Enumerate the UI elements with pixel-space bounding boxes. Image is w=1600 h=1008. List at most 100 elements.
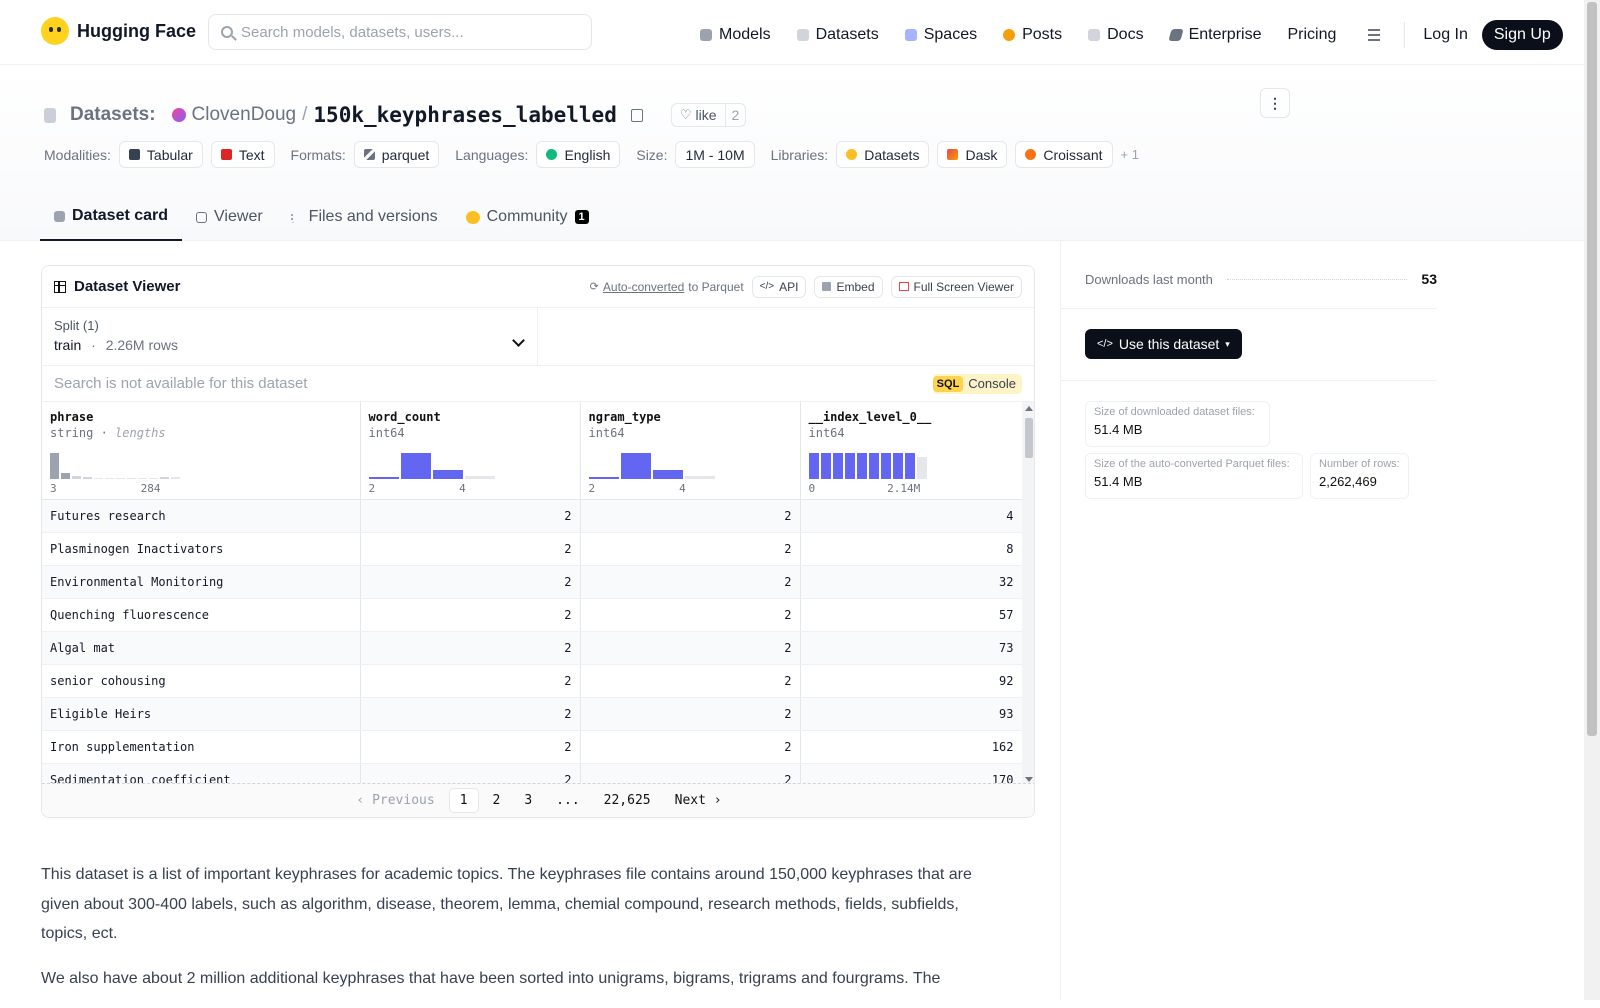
nav-spaces[interactable]: Spaces <box>904 26 977 44</box>
embed-button[interactable]: Embed <box>814 275 883 298</box>
page-scroll-thumb[interactable] <box>1587 2 1597 736</box>
cell-ngram-type[interactable]: 2 <box>580 532 801 566</box>
cell-word-count[interactable]: 2 <box>360 631 581 665</box>
more-menu-icon[interactable] <box>1362 29 1381 41</box>
use-dataset-button[interactable]: </> Use this dataset ▾ <box>1085 329 1242 359</box>
cell-word-count[interactable]: 2 <box>360 532 581 566</box>
nav-enterprise[interactable]: Enterprise <box>1167 26 1261 44</box>
owner-link[interactable]: ClovenDoug <box>191 104 297 125</box>
auto-converted-link[interactable]: Auto-converted <box>602 279 685 294</box>
cell-ngram-type[interactable]: 2 <box>580 631 801 665</box>
like-count[interactable]: 2 <box>731 107 740 123</box>
more-libraries[interactable]: + 1 <box>1120 147 1139 162</box>
table-row[interactable]: Quenching fluorescence 2 2 57 <box>42 598 1022 632</box>
cell-word-count[interactable]: 2 <box>360 598 581 632</box>
cell-index[interactable]: 93 <box>800 697 1022 731</box>
cell-word-count[interactable]: 2 <box>360 763 581 786</box>
like-button[interactable]: ♡ like 2 <box>670 103 747 127</box>
cell-phrase[interactable]: Futures research <box>42 499 361 533</box>
pagination-previous[interactable]: ‹ Previous <box>356 793 435 808</box>
signup-button[interactable]: Sign Up <box>1481 20 1563 50</box>
nav-datasets[interactable]: Datasets <box>796 26 879 44</box>
cell-word-count[interactable]: 2 <box>360 730 581 764</box>
owner-avatar[interactable] <box>171 108 186 122</box>
tab-dataset-card[interactable]: Dataset card <box>40 193 183 241</box>
cell-phrase[interactable]: Quenching fluorescence <box>42 598 361 632</box>
tag-text[interactable]: Text <box>210 141 275 168</box>
cell-word-count[interactable]: 2 <box>360 664 581 698</box>
cell-index[interactable]: 92 <box>800 664 1022 698</box>
cell-word-count[interactable]: 2 <box>360 697 581 731</box>
nav-models[interactable]: Models <box>700 26 771 44</box>
cell-index[interactable]: 8 <box>800 532 1022 566</box>
cell-ngram-type[interactable]: 2 <box>580 763 801 786</box>
cell-word-count[interactable]: 2 <box>360 499 581 533</box>
api-button[interactable]: </> API <box>751 275 807 298</box>
scroll-up-icon[interactable] <box>1025 406 1033 411</box>
tab-viewer[interactable]: Viewer <box>182 193 277 241</box>
table-row[interactable]: Eligible Heirs 2 2 93 <box>42 697 1022 731</box>
pagination-next[interactable]: Next › <box>674 793 722 808</box>
pagination-page[interactable]: 2 <box>492 793 501 808</box>
cell-ngram-type[interactable]: 2 <box>580 664 801 698</box>
table-row[interactable]: senior cohousing 2 2 92 <box>42 664 1022 698</box>
copy-icon[interactable] <box>630 108 643 122</box>
cell-index[interactable]: 73 <box>800 631 1022 665</box>
cell-index[interactable]: 57 <box>800 598 1022 632</box>
cell-phrase[interactable]: Environmental Monitoring <box>42 565 361 599</box>
pagination-page[interactable]: 1 <box>448 788 479 813</box>
scroll-thumb[interactable] <box>1025 418 1033 458</box>
page-scrollbar[interactable] <box>1584 0 1600 1000</box>
more-options-button[interactable]: ⋮ <box>1260 88 1290 118</box>
cell-phrase[interactable]: Iron supplementation <box>42 730 361 764</box>
pagination-page[interactable]: 22,625 <box>603 793 651 808</box>
table-scrollbar[interactable] <box>1022 402 1034 786</box>
tag-datasets-lib[interactable]: Datasets <box>836 141 930 168</box>
split-selector[interactable]: Split (1) train · 2.26M rows <box>42 308 538 365</box>
cell-phrase[interactable]: Plasminogen Inactivators <box>42 532 361 566</box>
cell-index[interactable]: 170 <box>800 763 1022 786</box>
brand-logo[interactable]: Hugging Face <box>41 17 196 45</box>
section-label[interactable]: Datasets: <box>70 104 156 125</box>
nav-posts[interactable]: Posts <box>1003 26 1062 44</box>
tag-english[interactable]: English <box>536 141 621 168</box>
cell-index[interactable]: 4 <box>800 499 1022 533</box>
tag-parquet[interactable]: parquet <box>353 141 440 168</box>
viewer-search[interactable]: Search is not available for this dataset… <box>42 366 1034 402</box>
cell-phrase[interactable]: Eligible Heirs <box>42 697 361 731</box>
global-search-input[interactable]: Search models, datasets, users... <box>208 14 592 50</box>
table-row[interactable]: Futures research 2 2 4 <box>42 499 1022 533</box>
scroll-down-icon[interactable] <box>1025 777 1033 782</box>
table-row[interactable]: Iron supplementation 2 2 162 <box>42 730 1022 764</box>
table-row[interactable]: Environmental Monitoring 2 2 32 <box>42 565 1022 599</box>
cell-phrase[interactable]: Algal mat <box>42 631 361 665</box>
sql-console-button[interactable]: SQL Console <box>932 373 1022 394</box>
dataset-name[interactable]: 150k_keyphrases_labelled <box>313 103 617 127</box>
cell-phrase[interactable]: senior cohousing <box>42 664 361 698</box>
cell-word-count[interactable]: 2 <box>360 565 581 599</box>
cell-ngram-type[interactable]: 2 <box>580 598 801 632</box>
column-header-index-level[interactable]: __index_level_0__ int64 <box>800 402 1022 500</box>
tab-community[interactable]: Community 1 <box>452 193 603 241</box>
cell-index[interactable]: 32 <box>800 565 1022 599</box>
column-header-phrase[interactable]: phrase string · lengths <box>42 402 361 500</box>
cell-index[interactable]: 162 <box>800 730 1022 764</box>
tag-size[interactable]: 1M - 10M <box>675 141 755 168</box>
table-row[interactable]: Sedimentation coefficient 2 2 170 <box>42 763 1022 786</box>
tag-croissant[interactable]: Croissant <box>1015 141 1113 168</box>
nav-pricing[interactable]: Pricing <box>1287 26 1336 44</box>
nav-docs[interactable]: Docs <box>1088 26 1144 44</box>
pagination-page[interactable]: 3 <box>524 793 533 808</box>
cell-ngram-type[interactable]: 2 <box>580 730 801 764</box>
full-screen-button[interactable]: Full Screen Viewer <box>890 275 1022 298</box>
tab-files[interactable]: Files and versions <box>277 193 452 241</box>
cell-phrase[interactable]: Sedimentation coefficient <box>42 763 361 786</box>
cell-ngram-type[interactable]: 2 <box>580 499 801 533</box>
tag-dask[interactable]: Dask <box>937 141 1008 168</box>
table-row[interactable]: Plasminogen Inactivators 2 2 8 <box>42 532 1022 566</box>
cell-ngram-type[interactable]: 2 <box>580 697 801 731</box>
table-row[interactable]: Algal mat 2 2 73 <box>42 631 1022 665</box>
cell-ngram-type[interactable]: 2 <box>580 565 801 599</box>
